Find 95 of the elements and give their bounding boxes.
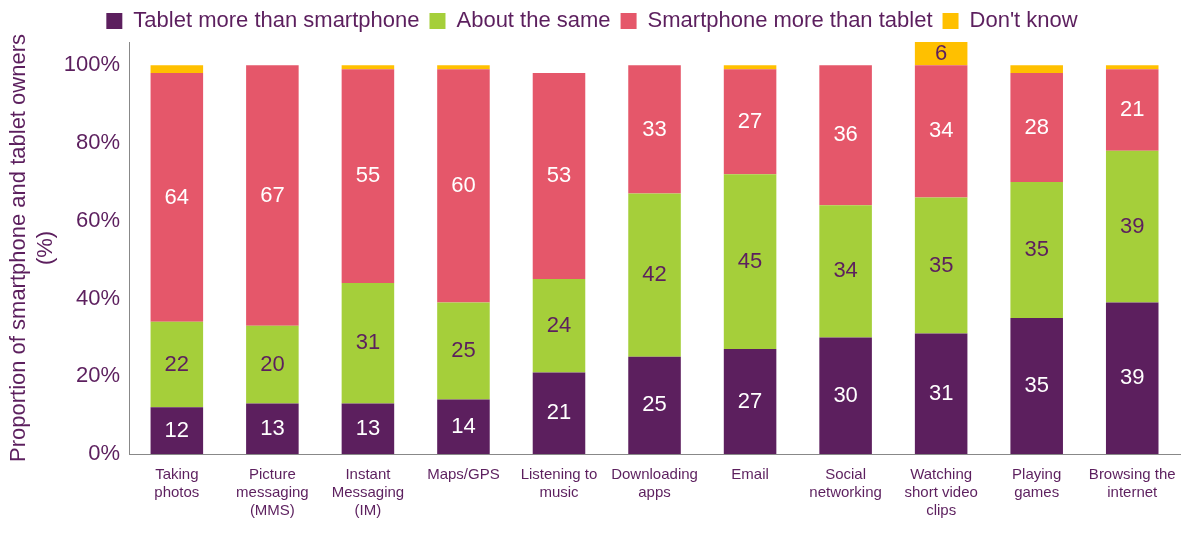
data-label: 34 bbox=[833, 257, 858, 283]
bar bbox=[341, 282, 395, 404]
legend-label: Don't know bbox=[969, 7, 1078, 33]
bar bbox=[341, 403, 395, 454]
data-label: 13 bbox=[260, 414, 285, 440]
y-tick-label: 20% bbox=[76, 362, 121, 388]
x-tick-label: Listening to music bbox=[520, 465, 598, 501]
data-label: 55 bbox=[355, 162, 381, 188]
bar bbox=[437, 302, 490, 400]
x-tick-label: Instant Messaging (IM) bbox=[331, 465, 405, 519]
x-tick-label: Maps/GPS bbox=[427, 465, 500, 483]
data-label: 35 bbox=[1024, 372, 1049, 398]
data-label: 35 bbox=[1024, 236, 1049, 262]
data-label: 67 bbox=[260, 181, 285, 207]
x-tick-label: Email bbox=[731, 465, 769, 483]
y-axis-title: Proportion of smartphone and tablet owners (%) bbox=[5, 33, 57, 463]
bar bbox=[723, 69, 777, 175]
bar bbox=[532, 73, 586, 280]
bar bbox=[246, 65, 299, 326]
bar bbox=[628, 356, 681, 454]
bar bbox=[819, 337, 872, 454]
data-label: 21 bbox=[1119, 96, 1145, 122]
data-label: 39 bbox=[1119, 364, 1145, 390]
bar bbox=[1010, 65, 1063, 74]
y-tick-label: 40% bbox=[76, 284, 121, 310]
bar bbox=[1010, 73, 1063, 182]
bar bbox=[819, 65, 872, 206]
bar bbox=[723, 349, 777, 454]
data-label: 27 bbox=[737, 107, 763, 133]
data-label: 45 bbox=[737, 247, 763, 273]
bar bbox=[723, 65, 777, 70]
data-label: 42 bbox=[642, 261, 667, 287]
bar bbox=[150, 321, 204, 408]
data-label: 25 bbox=[642, 391, 667, 417]
x-tick-label: Social networking bbox=[809, 465, 882, 501]
bar bbox=[1105, 150, 1159, 303]
bar bbox=[819, 205, 872, 338]
bar bbox=[341, 65, 395, 70]
data-label: 64 bbox=[164, 183, 190, 209]
data-label: 35 bbox=[928, 251, 954, 277]
bar bbox=[246, 403, 299, 454]
x-tick-label: Taking photos bbox=[154, 465, 200, 501]
data-label: 34 bbox=[928, 117, 954, 143]
data-label: 53 bbox=[546, 162, 572, 188]
bar bbox=[150, 73, 204, 322]
bar bbox=[532, 279, 586, 373]
bar bbox=[1105, 69, 1159, 151]
y-tick-label: 60% bbox=[76, 206, 121, 232]
bar bbox=[628, 65, 681, 194]
bar bbox=[1105, 302, 1159, 454]
bar bbox=[1105, 65, 1159, 70]
legend-label: Tablet more than smartphone bbox=[133, 7, 420, 33]
data-label: 12 bbox=[164, 416, 190, 442]
bar bbox=[914, 197, 968, 334]
data-label: 24 bbox=[546, 311, 572, 337]
bar bbox=[341, 69, 395, 283]
data-label: 33 bbox=[642, 115, 667, 141]
data-label: 22 bbox=[164, 350, 190, 376]
bar bbox=[150, 65, 204, 74]
data-label: 27 bbox=[737, 387, 763, 413]
bar bbox=[150, 407, 204, 454]
bar bbox=[1010, 317, 1063, 454]
x-tick-label: Watching short video clips bbox=[904, 465, 978, 519]
data-label: 25 bbox=[451, 337, 476, 363]
x-tick-label: Downloading apps bbox=[611, 465, 698, 501]
bar bbox=[914, 333, 968, 454]
data-label: 6 bbox=[935, 39, 948, 65]
bar bbox=[532, 372, 586, 454]
data-label: 30 bbox=[833, 381, 858, 407]
data-label: 20 bbox=[260, 350, 285, 376]
y-tick-label: 80% bbox=[76, 129, 121, 155]
bar bbox=[1010, 181, 1063, 318]
x-tick-label: Picture messaging (MMS) bbox=[236, 465, 309, 519]
x-tick-label: Playing games bbox=[1012, 465, 1062, 501]
bar bbox=[914, 65, 968, 198]
bar bbox=[437, 399, 490, 454]
data-label: 31 bbox=[355, 329, 381, 355]
y-tick-label: 0% bbox=[88, 440, 121, 466]
bar bbox=[723, 174, 777, 350]
legend-label: Smartphone more than tablet bbox=[647, 7, 933, 33]
bar bbox=[246, 325, 299, 404]
data-label: 36 bbox=[833, 121, 858, 147]
data-label: 28 bbox=[1024, 113, 1049, 139]
data-label: 39 bbox=[1119, 212, 1145, 238]
bar bbox=[628, 193, 681, 357]
x-tick-label: Browsing the internet bbox=[1088, 465, 1176, 501]
bar bbox=[437, 69, 490, 303]
legend-label: About the same bbox=[456, 7, 611, 33]
bar bbox=[437, 65, 490, 70]
y-tick-label: 100% bbox=[63, 51, 121, 77]
data-label: 60 bbox=[451, 171, 476, 197]
data-label: 31 bbox=[928, 379, 954, 405]
data-label: 13 bbox=[355, 414, 381, 440]
data-label: 14 bbox=[451, 412, 476, 438]
data-label: 21 bbox=[546, 399, 572, 425]
